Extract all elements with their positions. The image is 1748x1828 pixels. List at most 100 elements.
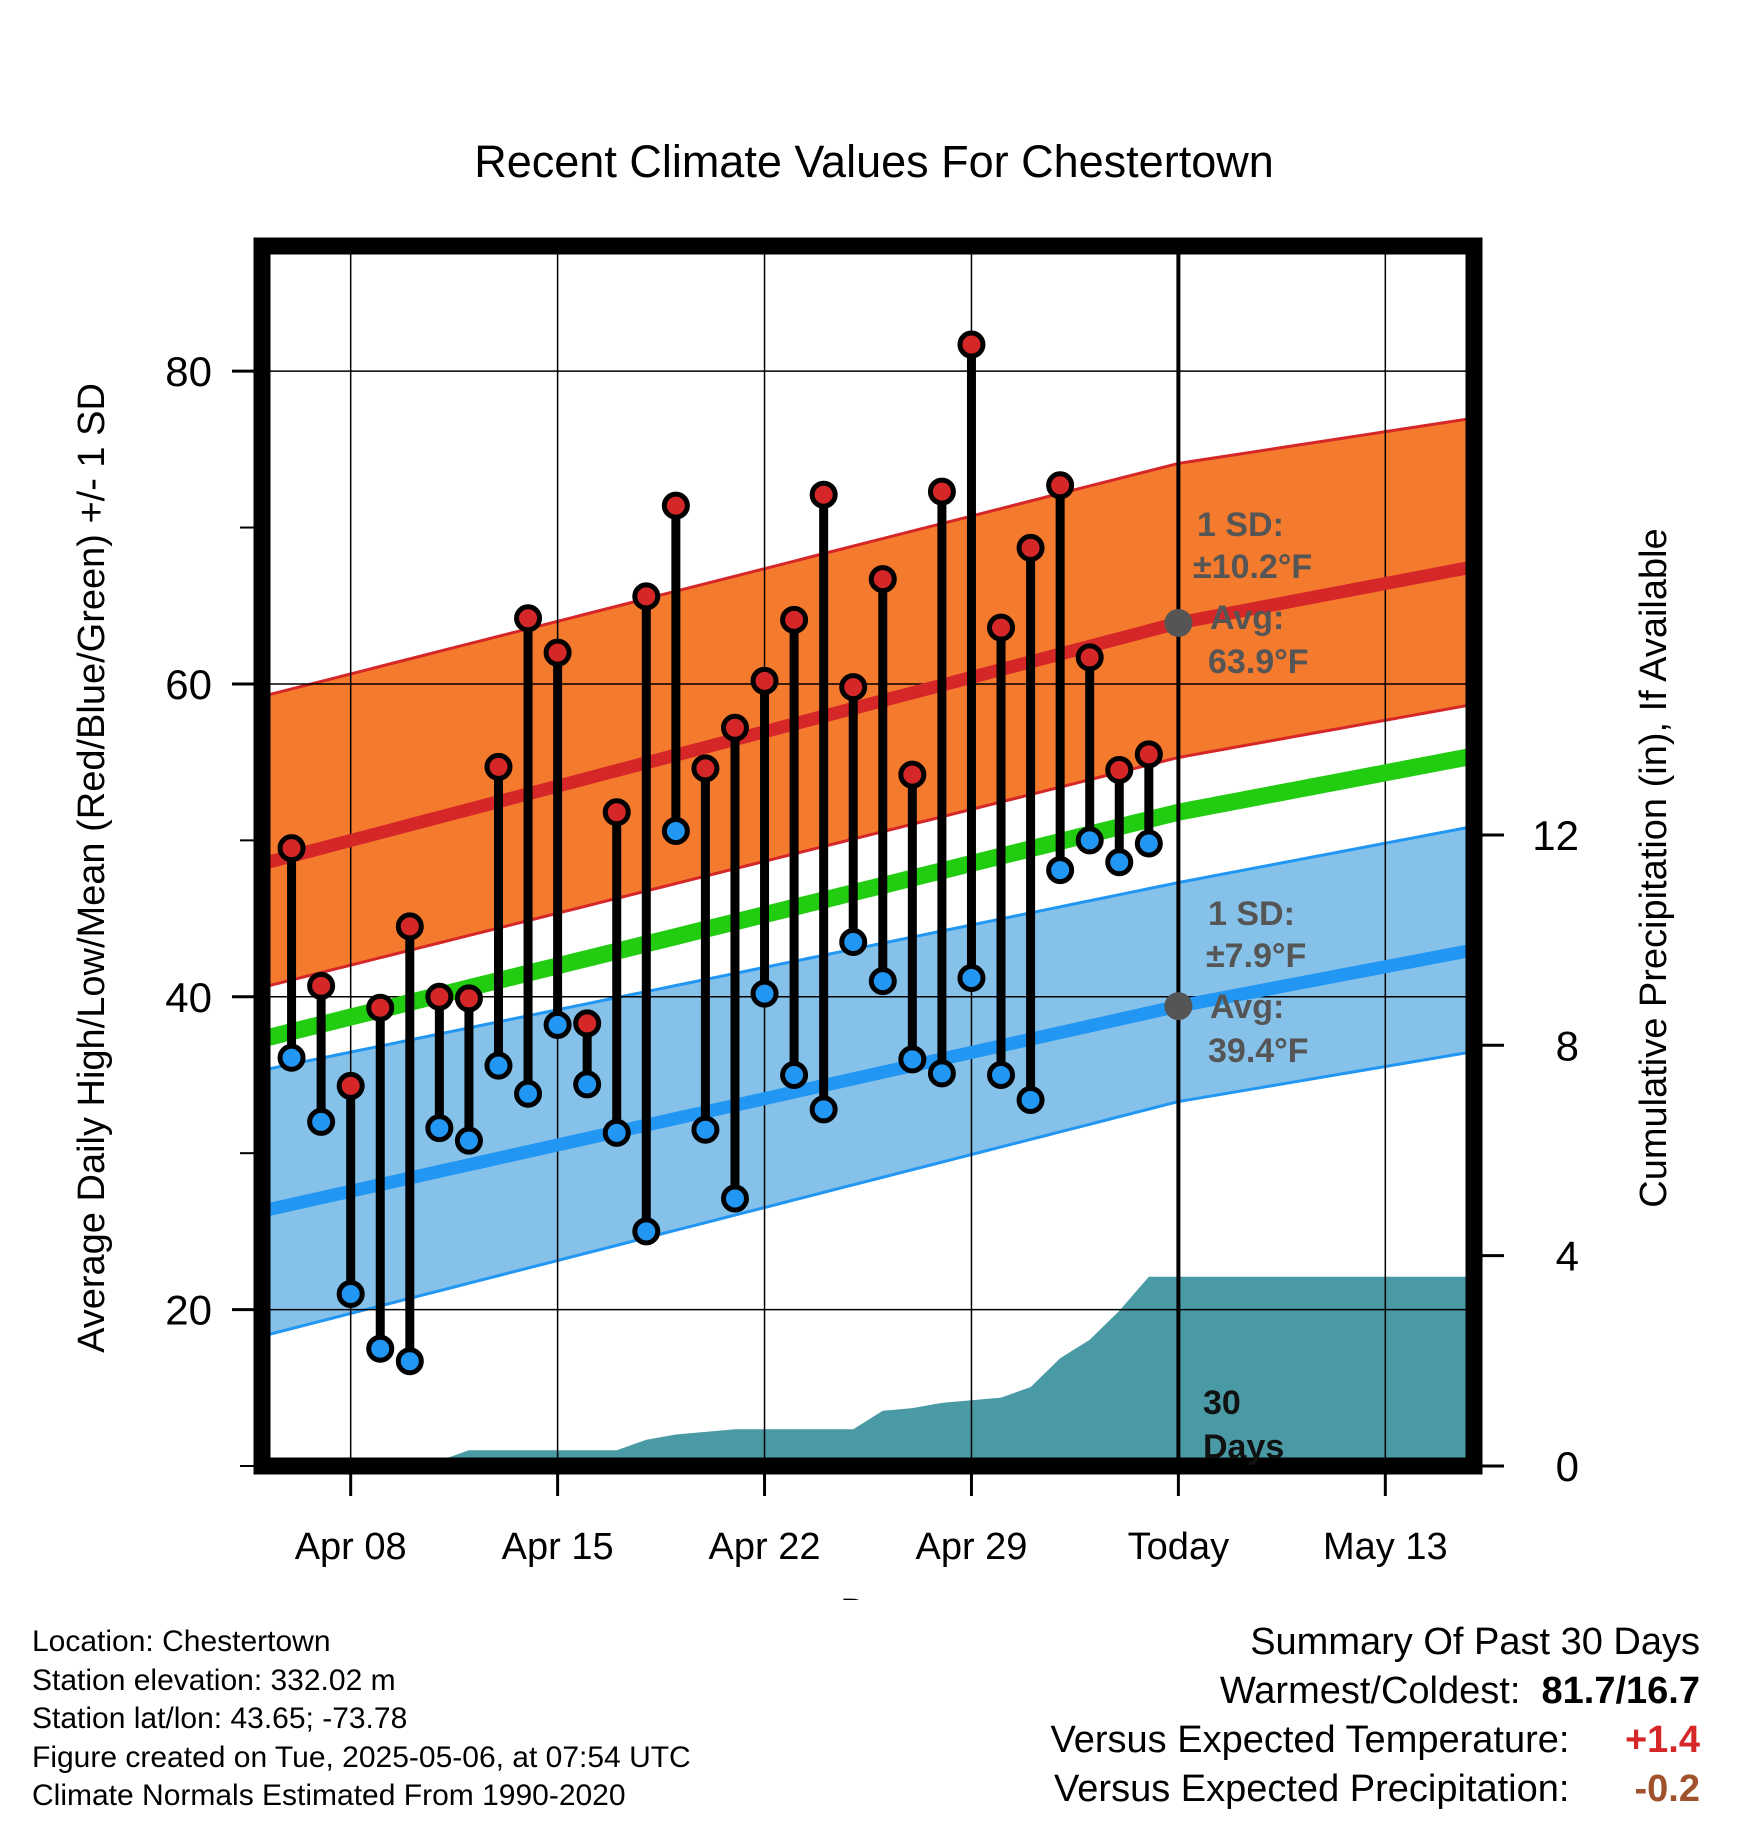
elevation-text: Station elevation: 332.02 m [32,1663,396,1697]
low-temp-point [307,1107,336,1136]
high-temp-point [661,491,690,520]
low-temp-point [661,816,690,845]
high-temp-point [720,713,749,742]
low-temp-point [1105,848,1134,877]
y-tick-label-right: 0 [1556,1443,1579,1490]
low-normal-line [260,943,1476,1218]
low-temp-point [425,1114,454,1143]
x-tick-label: Today [1128,1526,1229,1568]
high-temp-point [336,1071,365,1100]
x-axis-label: Day [840,1592,908,1600]
low-temp-point [366,1334,395,1363]
high-temp-point [425,982,454,1011]
high-temp-point [514,604,543,633]
high-sd-band-upper-edge [261,416,1475,698]
high-normal-line [260,560,1476,871]
high-temp-point [632,582,661,611]
low-temp-point [1016,1086,1045,1114]
high-temp-point [898,760,927,789]
normals-text: Climate Normals Estimated From 1990-2020 [32,1779,626,1812]
climate-chart: Apr 08 Apr 15 Apr 22 Apr 29 Today May 1320406… [71,136,1675,1600]
plot-border [253,237,1483,1475]
low-temp-point [868,967,897,996]
summary-precip-row: Versus Expected Precipitation: -0.2 [1051,1765,1700,1814]
x-tick-label: Apr 22 [709,1526,821,1568]
low-sd-band-lower-edge [261,1050,1475,1338]
high-temp-point [1016,533,1045,562]
high-sd-band-lower-edge [261,702,1475,989]
high-temp-point [750,666,779,695]
axis-ticks: Apr 08 Apr 15 Apr 22 Apr 29 Today May 1320406… [165,348,1579,1568]
low-temp-point [543,1010,572,1039]
high-temp-point [277,834,306,863]
low-temp-point [514,1079,543,1108]
high-temp-point [839,673,868,702]
low-avg-marker [1164,992,1193,1021]
y-tick-label-left: 40 [165,974,212,1021]
high-sd-label: 1 SD: [1197,506,1284,544]
high-normal-annotation: 1 SD: ±10.2°F Avg: 63.9°F [1193,506,1312,681]
station-metadata: Location: Chestertown Station elevation:… [32,1623,691,1816]
low-temp-point [987,1060,1016,1089]
days-annotation: 30 Days [1203,1384,1284,1466]
y-axis-label-right: Cumulative Precipitation (in), If Availa… [1633,528,1675,1207]
plot-frame [253,237,1483,1475]
high-temp-point [307,971,336,1000]
low-temp-point [927,1059,956,1088]
x-tick-label: Apr 29 [915,1526,1027,1568]
temp-label: Versus Expected Temperature: [1050,1719,1570,1761]
low-temp-point [957,964,986,992]
low-sd-value: ±7.9°F [1206,937,1306,975]
high-temp-point [1105,755,1134,784]
low-temp-point [602,1118,631,1147]
low-temp-point [277,1043,306,1072]
high-temp-point [573,1009,602,1038]
low-temp-point [336,1279,365,1308]
high-temp-point [957,330,986,359]
warmest-value: 81.7/16.7 [1541,1670,1700,1712]
high-temp-point [987,613,1016,642]
high-temp-point [543,638,572,667]
low-temp-point [1075,826,1104,855]
high-temp-point [927,477,956,506]
high-temp-point [868,565,897,594]
precipitation-area [262,1276,1474,1466]
low-temp-point [720,1184,749,1213]
precipitation-fill [262,1276,1474,1466]
y-tick-label-left: 80 [165,348,212,395]
daily-points [277,330,1163,1376]
summary-title: Summary Of Past 30 Days [1250,1621,1700,1663]
high-avg-label: Avg: [1210,599,1284,637]
high-avg-value: 63.9°F [1208,643,1309,681]
high-temp-point [602,798,631,827]
warmest-label: Warmest/Coldest: [1219,1670,1521,1712]
y-tick-label-right: 8 [1556,1022,1579,1069]
low-temp-point [573,1070,602,1099]
chart-title: Recent Climate Values For Chestertown [474,136,1274,187]
low-temp-point [1046,856,1075,885]
high-sd-value: ±10.2°F [1193,548,1312,586]
low-normal-annotation: 1 SD: ±7.9°F Avg: 39.4°F [1206,895,1309,1070]
summary-warmest-row: Warmest/Coldest: 81.7/16.7 [1051,1667,1700,1716]
high-temp-point [1046,471,1075,500]
high-temp-point [691,754,720,783]
summary-temp-row: Versus Expected Temperature: +1.4 [1051,1716,1700,1765]
y-tick-label-right: 4 [1556,1233,1579,1280]
low-temp-point [484,1051,513,1080]
high-temp-point [484,752,513,781]
y-axis-label-left: Average Daily High/Low/Mean (Red/Blue/Gr… [71,383,113,1353]
low-temp-point [809,1095,838,1124]
low-temp-point [691,1115,720,1144]
high-temp-point [366,993,395,1022]
latlon-text: Station lat/lon: 43.65; -73.78 [32,1702,408,1735]
low-temp-point [454,1126,483,1155]
high-temp-point [809,480,838,509]
location-text: Location: Chestertown [32,1625,331,1658]
days-count-label: 30 [1203,1384,1241,1422]
y-tick-label-right: 12 [1532,812,1579,859]
y-tick-label-left: 20 [165,1287,212,1334]
low-temp-point [750,979,779,1008]
low-temp-point [898,1045,927,1074]
low-temp-point [1134,829,1163,858]
high-temp-point [395,912,424,941]
